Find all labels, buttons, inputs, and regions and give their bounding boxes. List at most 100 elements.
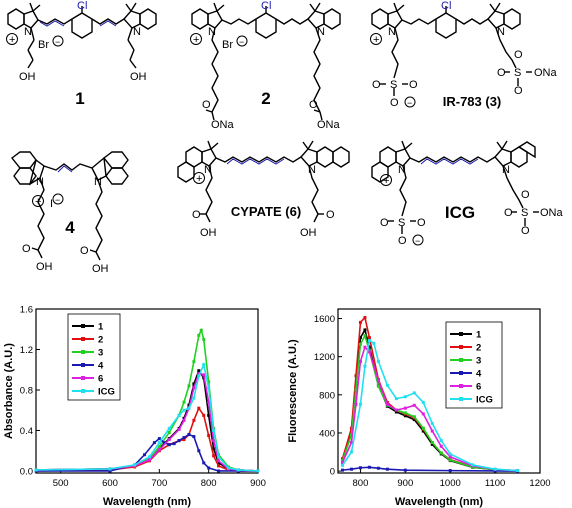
x-tick-label: 900 [397, 478, 413, 489]
data-point [182, 418, 186, 422]
minus-ring [52, 193, 64, 205]
y-tick-label: 1600 [314, 314, 335, 325]
plot-frame [337, 308, 541, 474]
data-point [212, 428, 216, 432]
o-atom: O [417, 217, 426, 229]
data-point [439, 451, 443, 455]
data-point [403, 414, 407, 418]
data-point [394, 410, 398, 414]
legend-marker-6 [459, 384, 463, 388]
data-point [207, 413, 211, 417]
legend-label-4: 4 [98, 361, 104, 372]
o-atom: O [521, 189, 530, 201]
data-point [207, 434, 211, 438]
o-atom: O [22, 243, 31, 255]
data-point [192, 386, 196, 390]
o-atom: O [202, 99, 211, 111]
y-tick-label: 800 [319, 390, 335, 401]
plus-charge: + [9, 34, 15, 46]
o-atom: O [521, 225, 530, 237]
data-point [363, 364, 367, 368]
minus-charge: − [239, 37, 244, 47]
o-atom: O [514, 85, 523, 97]
data-point [471, 463, 475, 467]
s-atom: S [521, 207, 528, 219]
legend-marker-1 [81, 324, 85, 328]
n-atom: N [388, 26, 396, 38]
data-point [182, 436, 186, 440]
data-point [394, 408, 398, 412]
data-point [256, 469, 260, 473]
structure-1 [7, 2, 157, 69]
data-point [197, 406, 201, 410]
data-point [212, 447, 216, 451]
series-line-3 [341, 333, 518, 472]
data-point [439, 444, 443, 448]
data-point [372, 341, 376, 345]
data-point [367, 345, 371, 349]
plus-ring [380, 174, 392, 186]
data-point [367, 336, 371, 340]
legend-marker-6 [81, 376, 85, 380]
cl-atom: Cl [441, 0, 451, 12]
data-point [340, 463, 344, 467]
data-point [403, 411, 407, 415]
n-atom: N [133, 26, 141, 38]
o-atom: O [390, 97, 399, 109]
data-point [376, 379, 380, 383]
o-atom: O [409, 79, 418, 91]
br-counterion: Br [38, 39, 49, 51]
x-tick-label: 800 [353, 478, 369, 489]
data-point [354, 374, 358, 378]
data-point [202, 337, 206, 341]
ona-group: ONa [317, 119, 341, 131]
legend-marker-ICG [459, 397, 463, 401]
data-point [207, 380, 211, 384]
data-point [162, 441, 166, 445]
data-point [439, 439, 443, 443]
data-point [349, 440, 353, 444]
y-tick-label: 0.8 [20, 385, 33, 396]
data-point [177, 413, 181, 417]
data-point [430, 429, 434, 433]
legend-label-2: 2 [476, 343, 481, 354]
data-point [192, 382, 196, 386]
data-point [167, 443, 171, 447]
cl-atom: Cl [77, 0, 87, 12]
data-point [394, 397, 398, 401]
minus-charge: − [55, 195, 60, 205]
data-point [367, 338, 371, 342]
data-point [197, 333, 201, 337]
fluorescence-chart: 800 900 1000 1100 1200 0 400 800 1200 1600 1 2 3 4 6 I… [287, 308, 551, 508]
plot-frame [35, 308, 259, 474]
data-point [172, 442, 176, 446]
legend-label-ICG: ICG [476, 395, 493, 406]
data-point [157, 445, 161, 449]
br-counterion: Br [222, 39, 233, 51]
data-point [217, 461, 221, 465]
plus-charge: + [383, 175, 389, 187]
data-point [403, 395, 407, 399]
o-atom: O [497, 67, 506, 79]
oh-group: OH [130, 71, 147, 83]
data-point [202, 363, 206, 367]
minus-ring [52, 35, 64, 47]
data-point [167, 438, 171, 442]
data-point [108, 469, 112, 473]
y-axis-label: Absorbance (A.U.) [3, 343, 15, 439]
o-atom: O [514, 49, 523, 61]
compound-label-6: CYPATE (6) [231, 204, 301, 219]
plus-ring [193, 172, 205, 184]
series-line-2 [35, 406, 258, 472]
o-atom: O [380, 217, 389, 229]
plus-charge: + [193, 34, 199, 46]
y-axis-label: Fluorescence (A.U.) [287, 339, 299, 443]
data-point [197, 374, 201, 378]
ona-group: ONa [211, 119, 235, 131]
legend-marker-4 [459, 371, 463, 375]
data-point [192, 418, 196, 422]
plus-ring [370, 33, 382, 45]
data-point [493, 467, 497, 471]
data-point [167, 426, 171, 430]
